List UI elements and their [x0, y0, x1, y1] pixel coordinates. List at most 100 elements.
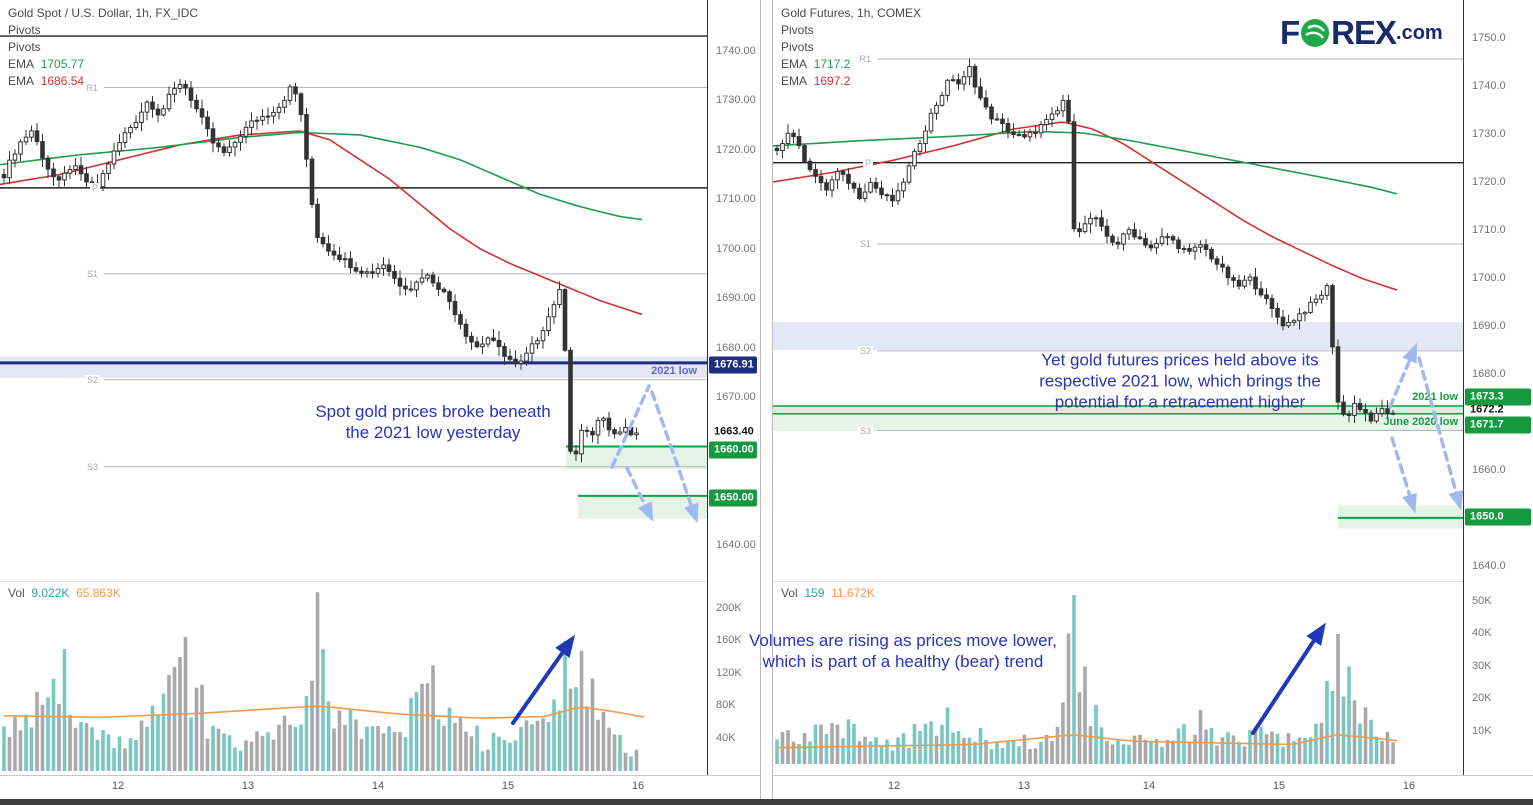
pivot-label-s3: S3 — [857, 425, 873, 436]
time-axis-label: 15 — [1272, 780, 1286, 792]
volume-axis-tick: 30K — [1472, 659, 1492, 672]
pivot-label-p: P — [89, 182, 100, 193]
price-axis-tick: 1710.0 — [1472, 223, 1506, 236]
price-axis-tick: 1700.00 — [716, 242, 756, 255]
level-label: 2021 low — [1412, 390, 1458, 403]
time-axis-label: 13 — [241, 780, 255, 792]
gold-futures-price-axis[interactable]: 1750.0 1740.0 1730.0 1720.0 1710.0 1700.0 1690… — [1463, 0, 1533, 775]
price-axis-tick: 1690.0 — [1472, 319, 1506, 332]
annotation-line: respective 2021 low, which brings the — [1039, 371, 1321, 391]
price-axis-tick: 1710.00 — [716, 193, 756, 206]
price-axis-tick: 1720.0 — [1472, 175, 1506, 188]
price-axis-tick: 1740.00 — [716, 44, 756, 57]
logo-f: F — [1280, 14, 1300, 51]
price-axis-tick: 1730.0 — [1472, 127, 1506, 140]
indicator-label: Pivots — [781, 23, 814, 37]
price-axis-tick: 1720.00 — [716, 143, 756, 156]
time-axis-label: 13 — [1017, 780, 1031, 792]
price-axis-tick: 1670.00 — [716, 391, 756, 403]
gold-spot-volume-pane[interactable]: Vol 9.022K 65.863K — [0, 581, 707, 775]
annotation-line: which is part of a healthy (bear) trend — [762, 652, 1044, 671]
chart-annotation: Spot gold prices broke beneath the 2021 l… — [315, 401, 550, 443]
pivot-label-s2: S2 — [857, 345, 873, 356]
volume-axis-tick: 200K — [716, 601, 742, 614]
pivot-label-s2: S2 — [84, 374, 100, 385]
pivot-label-s3: S3 — [84, 461, 100, 472]
price-tag: 1650.0 — [1465, 508, 1531, 526]
volume-value: 9.022K — [31, 586, 70, 600]
time-axis-label: 16 — [631, 780, 645, 792]
gold-spot-price-axis[interactable]: 1740.00 1730.00 1720.00 1710.00 1700.00 1690.… — [707, 0, 760, 775]
logo-rex: REX — [1331, 14, 1397, 51]
chart-annotation: Yet gold futures prices held above its re… — [1039, 350, 1321, 413]
gold-futures-candlestick-chart — [773, 58, 1463, 529]
time-axis-label: 15 — [501, 780, 515, 792]
gold-spot-chart-panel: Gold Spot / U.S. Dollar, 1h, FX_IDC Pivo… — [0, 0, 761, 799]
logo-com: .com — [1396, 21, 1443, 44]
volume-axis-tick: 160K — [716, 634, 742, 646]
price-axis-tick: 1730.00 — [716, 94, 756, 107]
chart-annotation: Volumes are rising as prices move lower,… — [749, 630, 1057, 672]
ema-row: EMA 1705.77 — [8, 57, 85, 71]
annotation-line: Volumes are rising as prices move lower, — [748, 631, 1058, 650]
ema-value: 1686.54 — [40, 74, 85, 88]
gold-futures-volume-pane[interactable]: Vol 159 11.672K — [773, 581, 1463, 775]
bottom-window-edge — [0, 799, 1533, 805]
level-label: 2021 low — [651, 364, 697, 377]
price-axis-tick: 1740.0 — [1472, 79, 1506, 92]
volume-axis-tick: 40K — [716, 731, 736, 744]
price-axis-tick: 1640.00 — [716, 539, 756, 552]
volume-legend: Vol 159 11.672K — [781, 586, 875, 600]
annotation-line: Spot gold prices broke beneath — [315, 402, 551, 421]
annotation-line: Yet gold futures prices held above its — [1041, 350, 1319, 370]
time-axis-label: 14 — [371, 780, 385, 792]
pivot-label-r1: R1 — [84, 82, 100, 93]
volume-value: 159 — [804, 586, 825, 600]
volume-axis-tick: 80K — [716, 699, 736, 711]
gold-futures-volume-chart — [775, 595, 1398, 764]
ema-value: 1697.2 — [813, 74, 851, 88]
price-axis-tick: 1660.0 — [1472, 463, 1506, 476]
ema-row: EMA 1686.54 — [8, 74, 85, 88]
pivot-label-r1: R1 — [857, 54, 873, 65]
price-axis-tick: 1750.0 — [1472, 31, 1506, 44]
volume-axis-tick: 10K — [1472, 724, 1492, 737]
annotation-line: potential for a retracement higher — [1054, 392, 1306, 412]
time-axis-label: 12 — [887, 780, 901, 792]
ema-row: EMA 1717.2 — [781, 57, 851, 71]
pivot-label-p: P — [862, 157, 873, 168]
price-axis-tick: 1690.00 — [716, 292, 756, 305]
pivot-label-s1: S1 — [84, 268, 100, 279]
indicator-label: Pivots — [781, 40, 814, 54]
level-label: June 2020 low — [1383, 415, 1458, 428]
volume-ma-value: 65.863K — [76, 586, 121, 600]
price-tag: 1660.00 — [709, 441, 757, 459]
annotation-line: the 2021 low yesterday — [345, 423, 521, 442]
volume-axis-tick: 20K — [1472, 692, 1492, 704]
gold-spot-time-axis[interactable]: 12 13 14 15 16 — [0, 775, 760, 799]
gold-futures-price-pane[interactable]: Gold Futures, 1h, COMEX Pivots Pivots EM… — [773, 0, 1463, 575]
volume-ma-value: 11.672K — [831, 586, 875, 600]
gold-futures-time-axis[interactable]: 12 13 14 15 16 — [773, 775, 1533, 799]
volume-axis-tick: 50K — [1472, 594, 1492, 607]
gold-spot-price-pane[interactable]: Gold Spot / U.S. Dollar, 1h, FX_IDC Pivo… — [0, 0, 707, 575]
ema-value: 1705.77 — [40, 57, 85, 71]
price-axis-tick: 1700.0 — [1472, 271, 1506, 284]
gold-spot-legend: Gold Spot / U.S. Dollar, 1h, FX_IDC Pivo… — [8, 5, 198, 90]
indicator-label: Pivots — [8, 40, 41, 54]
forex-com-logo: F REX .com — [1280, 14, 1443, 52]
ema-value: 1717.2 — [813, 57, 851, 71]
time-axis-label: 14 — [1142, 780, 1156, 792]
price-axis-tick: 1680.0 — [1472, 367, 1506, 380]
chart-title: Gold Spot / U.S. Dollar, 1h, FX_IDC — [8, 6, 199, 20]
time-axis-label: 12 — [111, 780, 125, 792]
volume-legend: Vol 9.022K 65.863K — [8, 586, 121, 600]
price-tag: 1672.2 — [1470, 403, 1504, 416]
price-axis-tick: 1680.00 — [716, 341, 756, 354]
volume-axis-tick: 40K — [1472, 627, 1492, 639]
pivot-label-s1: S1 — [857, 238, 873, 249]
price-axis-tick: 1640.0 — [1472, 559, 1506, 572]
price-tag: 1676.91 — [709, 356, 757, 374]
gold-spot-volume-chart — [2, 592, 645, 771]
